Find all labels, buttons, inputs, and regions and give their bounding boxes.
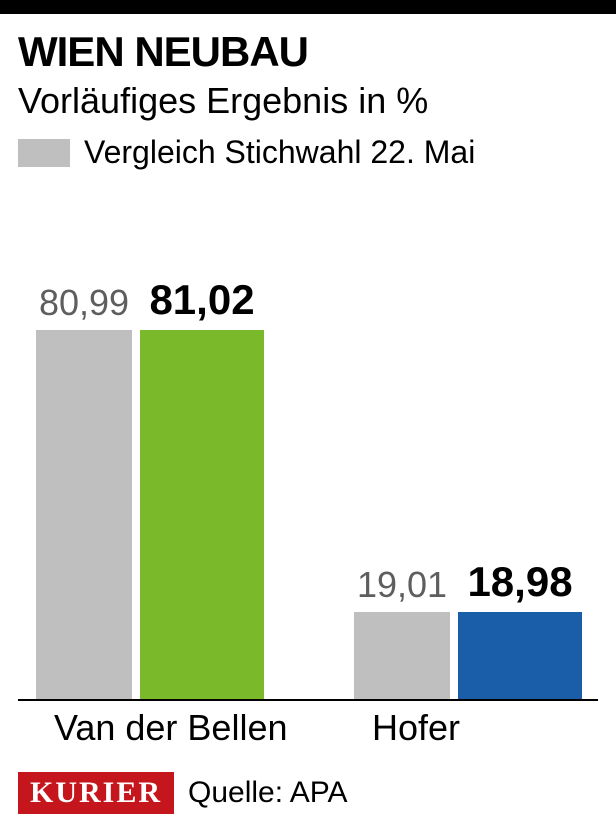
bar-group: 19,0118,98 [354,612,582,699]
bar-previous: 19,01 [354,612,450,699]
bar-current: 81,02 [140,330,264,699]
legend: Vergleich Stichwahl 22. Mai [18,134,598,171]
chart-title: WIEN NEUBAU [18,28,598,76]
chart-subtitle: Vorläufiges Ergebnis in % [18,80,598,122]
footer: KURIER Quelle: APA [18,772,348,814]
value-label-current: 81,02 [149,276,254,330]
bar-group: 80,9981,02 [36,330,264,699]
bar-current: 18,98 [458,612,582,699]
x-axis-label: Hofer [372,707,460,749]
value-label-previous: 80,99 [39,282,129,330]
source-text: Quelle: APA [188,776,348,810]
bar-previous: 80,99 [36,330,132,699]
value-label-previous: 19,01 [357,564,447,612]
brand-badge: KURIER [18,772,174,814]
x-axis-labels: Van der Bellen Hofer [18,707,598,751]
top-rule [0,0,616,14]
legend-swatch [18,139,70,167]
legend-label: Vergleich Stichwahl 22. Mai [84,134,475,171]
chart-area: 80,9981,0219,0118,98 [18,191,598,701]
value-label-current: 18,98 [467,558,572,612]
x-axis-label: Van der Bellen [54,707,288,749]
